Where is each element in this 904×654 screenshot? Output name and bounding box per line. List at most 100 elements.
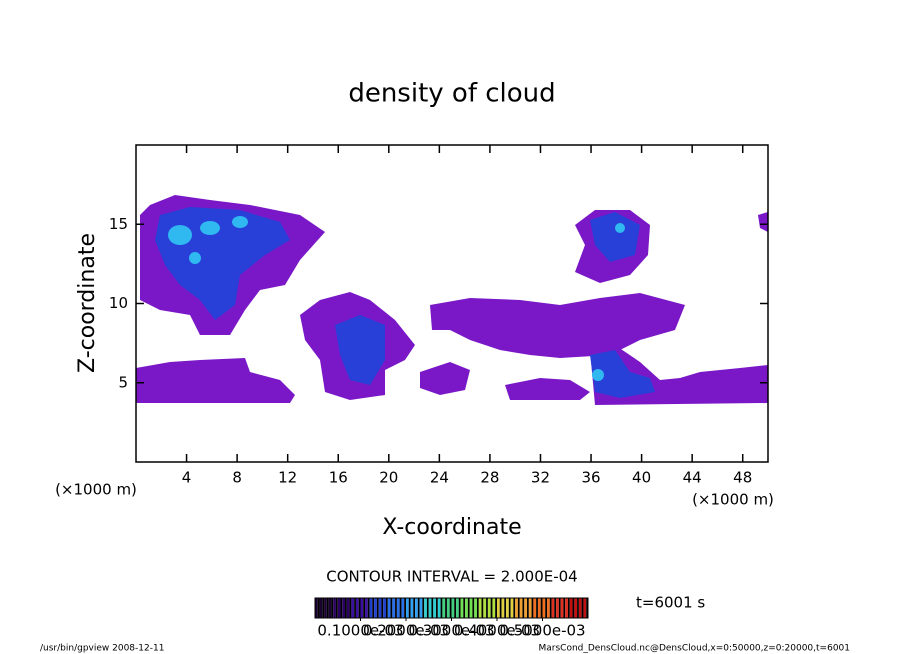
colorbar-swatch xyxy=(547,598,550,618)
x-tick-label: 8 xyxy=(232,469,242,487)
colorbar-gap xyxy=(454,598,457,618)
colorbar-gap xyxy=(326,598,329,618)
colorbar-gap xyxy=(390,598,393,618)
colorbar-gap xyxy=(545,598,548,618)
colorbar-gap xyxy=(354,598,356,618)
colorbar-gap xyxy=(395,598,397,618)
colorbar-gap xyxy=(376,598,379,618)
colorbar-gap xyxy=(508,598,511,618)
colorbar-swatch xyxy=(346,598,350,618)
colorbar-swatch xyxy=(337,598,341,618)
colorbar-gap xyxy=(385,598,388,618)
colorbar-gap xyxy=(549,598,552,618)
colorbar-swatch xyxy=(437,598,441,618)
colorbar-swatch xyxy=(542,598,546,618)
colorbar-swatch xyxy=(497,598,500,618)
colorbar-swatch xyxy=(501,598,505,618)
colorbar-gap xyxy=(536,598,538,618)
colorbar-swatch xyxy=(319,598,323,618)
colorbar-swatch xyxy=(528,598,532,618)
colorbar-gap xyxy=(472,598,475,618)
colorbar-swatch xyxy=(342,598,346,618)
colorbar-swatch xyxy=(556,598,559,618)
colorbar-swatch xyxy=(565,598,568,618)
colorbar-gap xyxy=(436,598,438,618)
colorbar-swatch xyxy=(355,598,359,618)
colorbar-gap xyxy=(404,598,406,618)
colorbar-swatch xyxy=(315,598,318,618)
colorbar-swatch xyxy=(510,598,514,618)
colorbar-gap xyxy=(517,598,520,618)
colorbar-swatch xyxy=(374,598,377,618)
colorbar-label: 0.5000e-03 xyxy=(499,622,585,640)
colorbar-swatch xyxy=(460,598,464,618)
y-tick-label: 5 xyxy=(118,373,128,391)
colorbar-gap xyxy=(586,598,588,618)
colorbar-swatch xyxy=(428,598,432,618)
colorbar-gap xyxy=(490,598,493,618)
colorbar-gap xyxy=(358,598,361,618)
colorbar-gap xyxy=(322,598,325,618)
colorbar-gap xyxy=(340,598,343,618)
colorbar-swatch xyxy=(578,598,582,618)
colorbar-gap xyxy=(422,598,425,618)
colorbar-label: 0.2000e-03 xyxy=(363,622,449,640)
y-units: (×1000 m) xyxy=(55,481,137,499)
colorbar-gap xyxy=(431,598,434,618)
colorbar-gap xyxy=(331,598,334,618)
footer-right: MarsCond_DensCloud.nc@DensCloud,x=0:5000… xyxy=(539,644,851,654)
colorbar-swatch xyxy=(533,598,537,618)
colorbar-gap xyxy=(417,598,420,618)
colorbar-swatch xyxy=(487,598,491,618)
colorbar-gap xyxy=(399,598,402,618)
colorbar-label: 0.4000e-03 xyxy=(454,622,540,640)
colorbar-gap xyxy=(367,598,370,618)
colorbar-swatch xyxy=(396,598,400,618)
colorbar-swatch xyxy=(574,598,578,618)
x-tick-label: 16 xyxy=(329,469,348,487)
colorbar-gap xyxy=(527,598,529,618)
colorbar-swatch xyxy=(469,598,473,618)
colorbar-swatch xyxy=(478,598,482,618)
colorbar-swatch xyxy=(492,598,496,618)
colorbar-swatch xyxy=(515,598,518,618)
colorbar-swatch xyxy=(583,598,587,618)
colorbar-gap xyxy=(499,598,502,618)
colorbar-swatch xyxy=(524,598,528,618)
colorbar-swatch xyxy=(424,598,427,618)
y-tick-label: 15 xyxy=(109,215,128,233)
y-tick-label: 10 xyxy=(109,294,128,312)
colorbar-gap xyxy=(467,598,470,618)
colorbar-swatch xyxy=(465,598,468,618)
x-tick-label: 44 xyxy=(683,469,702,487)
colorbar-gap xyxy=(372,598,375,618)
colorbar-gap xyxy=(531,598,534,618)
colorbar-swatch xyxy=(419,598,423,618)
colorbar-gap xyxy=(504,598,507,618)
footer-left: /usr/bin/gpview 2008-12-11 xyxy=(40,644,164,654)
colorbar-gap xyxy=(513,598,516,618)
colorbar-swatch xyxy=(387,598,391,618)
colorbar-swatch xyxy=(401,598,405,618)
colorbar-swatch xyxy=(483,598,487,618)
colorbar-gap xyxy=(463,598,466,618)
colorbar-gap xyxy=(495,598,497,618)
x-tick-label: 24 xyxy=(430,469,449,487)
colorbar-swatch xyxy=(446,598,450,618)
colorbar-gap xyxy=(581,598,584,618)
colorbar-swatch xyxy=(369,598,373,618)
colorbar-label: 0.3000e-03 xyxy=(408,622,494,640)
x-tick-label: 36 xyxy=(581,469,600,487)
colorbar-gap xyxy=(445,598,447,618)
colorbar-swatch xyxy=(442,598,446,618)
time-label: t=6001 s xyxy=(636,594,705,612)
colorbar-swatch xyxy=(551,598,555,618)
colorbar-swatch xyxy=(560,598,564,618)
cloud-field xyxy=(136,195,768,405)
x-units: (×1000 m) xyxy=(692,491,774,509)
x-tick-label: 32 xyxy=(531,469,550,487)
colorbar-swatch xyxy=(506,598,509,618)
colorbar-swatch xyxy=(456,598,459,618)
colorbar-swatch xyxy=(537,598,541,618)
